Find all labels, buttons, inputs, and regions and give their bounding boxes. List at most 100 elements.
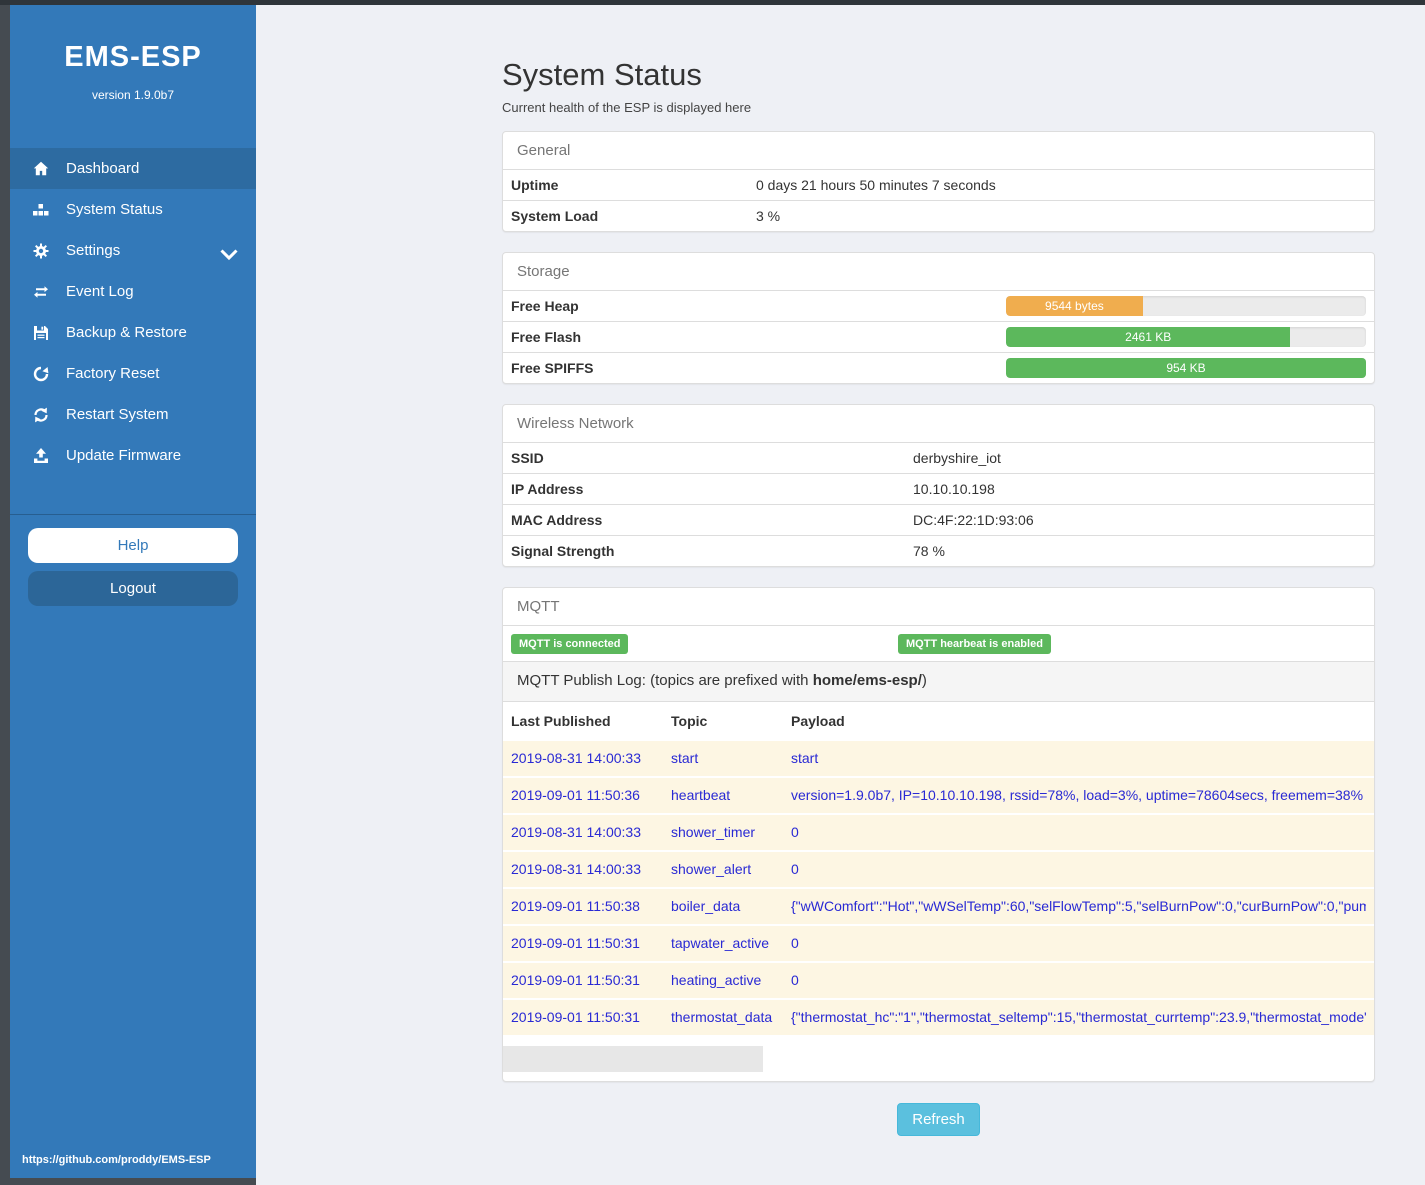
- panel-general-title: General: [517, 142, 571, 159]
- table-row: 2019-08-31 14:00:33 shower_alert 0: [503, 852, 1374, 889]
- cell-payload: 0: [791, 824, 799, 840]
- sidebar-item-update-firmware[interactable]: Update Firmware: [10, 435, 256, 476]
- row-value: derbyshire_iot: [913, 450, 1001, 466]
- panel-general: General Uptime 0 days 21 hours 50 minute…: [502, 131, 1375, 232]
- cell-time: 2019-08-31 14:00:33: [511, 750, 641, 766]
- row-free-heap: Free Heap 9544 bytes: [503, 290, 1374, 321]
- table-row: 2019-09-01 11:50:38 boiler_data {"wWComf…: [503, 889, 1374, 926]
- sidebar-item-dashboard[interactable]: Dashboard: [10, 148, 256, 189]
- progress-track: 2461 KB: [1006, 327, 1366, 347]
- mqtt-publish-log-header: MQTT Publish Log: (topics are prefixed w…: [503, 661, 1374, 701]
- help-button[interactable]: Help: [28, 528, 238, 563]
- panel-mqtt: MQTT MQTT is connected MQTT hearbeat is …: [502, 587, 1375, 1082]
- refresh-sync-icon: [32, 406, 50, 424]
- log-header-suffix: ): [921, 672, 927, 689]
- row-value: 10.10.10.198: [913, 481, 995, 497]
- cell-payload: start: [791, 750, 819, 766]
- row-label: Signal Strength: [511, 543, 615, 559]
- mqtt-connected-badge: MQTT is connected: [511, 634, 629, 654]
- row-label: Uptime: [511, 177, 559, 193]
- logout-button[interactable]: Logout: [28, 571, 238, 606]
- table-row: 2019-09-01 11:50:31 heating_active 0: [503, 963, 1374, 1000]
- sidebar-item-settings[interactable]: Settings: [10, 230, 256, 271]
- upload-icon: [32, 447, 50, 465]
- cell-payload: 0: [791, 861, 799, 877]
- panel-mqtt-title: MQTT: [517, 598, 560, 615]
- table-row: 2019-09-01 11:50:36 heartbeat version=1.…: [503, 778, 1374, 815]
- exchange-arrows-icon: [32, 283, 50, 301]
- panel-storage-title: Storage: [517, 263, 570, 280]
- home-icon: [32, 160, 50, 178]
- progress-fill-flash: 2461 KB: [1006, 327, 1291, 347]
- row-free-spiffs: Free SPIFFS 954 KB: [503, 352, 1374, 383]
- cell-topic: thermostat_data: [671, 1009, 773, 1025]
- sidebar-item-label: Update Firmware: [66, 447, 182, 464]
- cell-topic: start: [671, 750, 699, 766]
- row-label: SSID: [511, 450, 544, 466]
- log-topic-prefix: home/ems-esp/: [812, 672, 922, 689]
- row-ip-address: IP Address 10.10.10.198: [503, 473, 1374, 504]
- table-row: 2019-09-01 11:50:31 tapwater_active 0: [503, 926, 1374, 963]
- cell-topic: boiler_data: [671, 898, 741, 914]
- brand: EMS-ESP version 1.9.0b7: [10, 5, 256, 102]
- cell-time: 2019-08-31 14:00:33: [511, 861, 641, 877]
- cell-topic: shower_timer: [671, 824, 756, 840]
- cell-topic: heartbeat: [671, 787, 731, 803]
- sidebar-item-system-status[interactable]: System Status: [10, 189, 256, 230]
- cell-time: 2019-09-01 11:50:31: [511, 935, 640, 951]
- progress-track: 9544 bytes: [1006, 296, 1366, 316]
- cell-payload: version=1.9.0b7, IP=10.10.10.198, rssid=…: [791, 787, 1364, 803]
- row-label: MAC Address: [511, 512, 603, 528]
- sidebar-item-label: System Status: [66, 201, 163, 218]
- row-value: 0 days 21 hours 50 minutes 7 seconds: [756, 177, 996, 193]
- sidebar-item-label: Backup & Restore: [66, 324, 187, 341]
- col-header-last-published: Last Published: [511, 713, 611, 729]
- sidebar-divider: [10, 514, 256, 515]
- progress-fill-heap: 9544 bytes: [1006, 296, 1143, 316]
- row-uptime: Uptime 0 days 21 hours 50 minutes 7 seco…: [503, 169, 1374, 200]
- row-label: Free Heap: [511, 298, 579, 314]
- refresh-button[interactable]: Refresh: [897, 1103, 980, 1136]
- cell-payload: 0: [791, 972, 799, 988]
- status-blocks-icon: [32, 201, 50, 219]
- sidebar-item-label: Factory Reset: [66, 365, 160, 382]
- scrollbar-thumb[interactable]: [503, 1046, 763, 1072]
- cell-payload: 0: [791, 935, 799, 951]
- row-label: IP Address: [511, 481, 584, 497]
- sidebar-item-restart-system[interactable]: Restart System: [10, 394, 256, 435]
- row-value: DC:4F:22:1D:93:06: [913, 512, 1034, 528]
- chevron-down-icon: [220, 246, 238, 268]
- sidebar-item-backup-restore[interactable]: Backup & Restore: [10, 312, 256, 353]
- sidebar-item-event-log[interactable]: Event Log: [10, 271, 256, 312]
- sidebar-item-label: Dashboard: [66, 160, 140, 177]
- row-free-flash: Free Flash 2461 KB: [503, 321, 1374, 352]
- progress-track: 954 KB: [1006, 358, 1366, 378]
- row-label: System Load: [511, 208, 599, 224]
- col-header-payload: Payload: [791, 713, 845, 729]
- page-title: System Status: [502, 57, 702, 92]
- cell-time: 2019-09-01 11:50:31: [511, 1009, 640, 1025]
- row-mac-address: MAC Address DC:4F:22:1D:93:06: [503, 504, 1374, 535]
- row-value: 78 %: [913, 543, 945, 559]
- panel-wireless: Wireless Network SSID derbyshire_iot IP …: [502, 404, 1375, 567]
- row-label: Free Flash: [511, 329, 582, 345]
- cell-payload: {"wWComfort":"Hot","wWSelTemp":60,"selFl…: [791, 898, 1366, 914]
- col-header-topic: Topic: [671, 713, 708, 729]
- sidebar-item-label: Settings: [66, 242, 121, 259]
- cell-topic: heating_active: [671, 972, 762, 988]
- horizontal-scrollbar[interactable]: [503, 1046, 1374, 1072]
- cell-time: 2019-08-31 14:00:33: [511, 824, 641, 840]
- sidebar-item-label: Event Log: [66, 283, 134, 300]
- table-row: 2019-08-31 14:00:33 shower_timer 0: [503, 815, 1374, 852]
- cell-time: 2019-09-01 11:50:36: [511, 787, 640, 803]
- row-value: 3 %: [756, 208, 781, 224]
- row-label: Free SPIFFS: [511, 360, 594, 376]
- cell-topic: shower_alert: [671, 861, 752, 877]
- save-floppy-icon: [32, 324, 50, 342]
- github-link[interactable]: https://github.com/proddy/EMS-ESP: [22, 1154, 211, 1166]
- app-version: version 1.9.0b7: [91, 88, 175, 102]
- table-row: 2019-08-31 14:00:33 start start: [503, 741, 1374, 778]
- cell-time: 2019-09-01 11:50:38: [511, 898, 640, 914]
- sidebar-item-factory-reset[interactable]: Factory Reset: [10, 353, 256, 394]
- table-row: 2019-09-01 11:50:31 thermostat_data {"th…: [503, 1000, 1374, 1037]
